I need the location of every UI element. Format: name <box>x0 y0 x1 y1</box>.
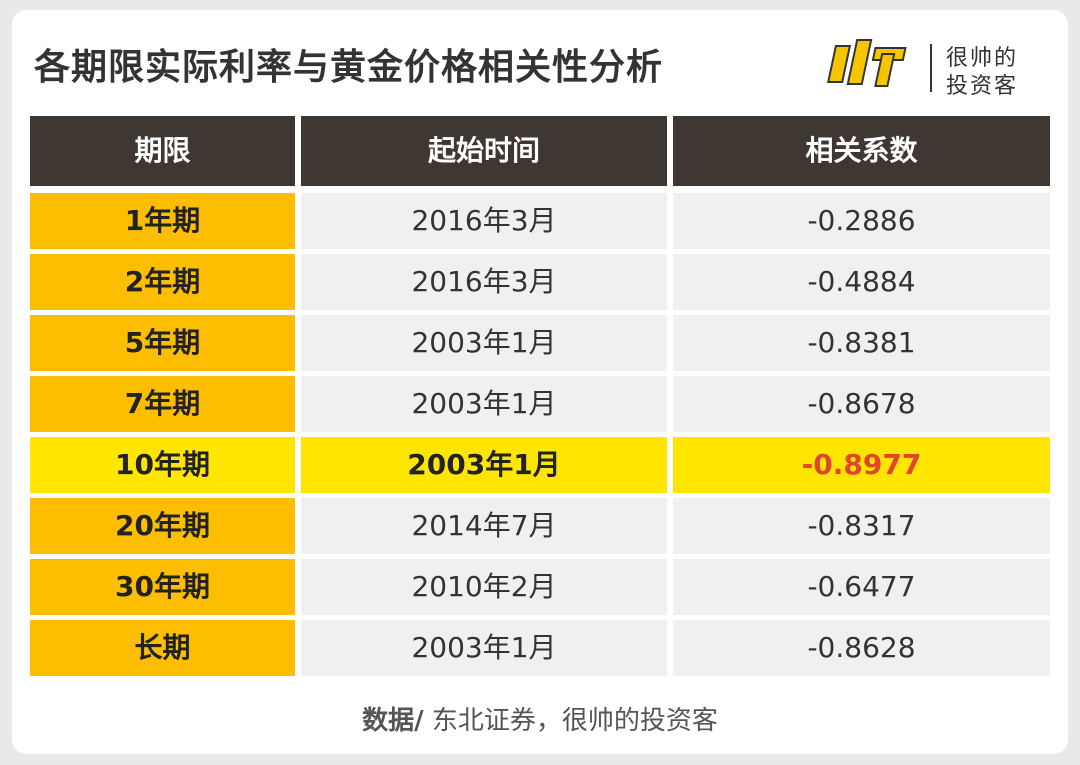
card: 各期限实际利率与黄金价格相关性分析 很帅的 投资客 期限 起始时间 相关系数 1… <box>12 10 1068 754</box>
cell-correlation: -0.8678 <box>673 376 1050 432</box>
cell-start-time: 2014年7月 <box>301 498 667 554</box>
table-row: 30年期 2010年2月 -0.6477 <box>30 559 1050 615</box>
cell-start-time: 2003年1月 <box>301 315 667 371</box>
cell-correlation: -0.8628 <box>673 620 1050 676</box>
table-row: 1年期 2016年3月 -0.2886 <box>30 193 1050 249</box>
header-correlation: 相关系数 <box>673 116 1050 186</box>
cell-correlation: -0.6477 <box>673 559 1050 615</box>
cell-period: 2年期 <box>30 254 295 310</box>
table-row: 5年期 2003年1月 -0.8381 <box>30 315 1050 371</box>
table-row: 10年期 2003年1月 -0.8977 <box>30 437 1050 493</box>
cell-correlation: -0.2886 <box>673 193 1050 249</box>
cell-period: 5年期 <box>30 315 295 371</box>
table-row: 2年期 2016年3月 -0.4884 <box>30 254 1050 310</box>
cell-period: 长期 <box>30 620 295 676</box>
cell-correlation: -0.4884 <box>673 254 1050 310</box>
brand-line-1: 很帅的 <box>946 46 1019 71</box>
cell-period: 30年期 <box>30 559 295 615</box>
page-title: 各期限实际利率与黄金价格相关性分析 <box>34 47 664 88</box>
brand: 很帅的 投资客 <box>822 32 1042 102</box>
brand-line-2: 投资客 <box>946 74 1019 99</box>
cell-period: 20年期 <box>30 498 295 554</box>
source-note: 数据/ 东北证券，很帅的投资客 <box>12 700 1068 737</box>
cell-correlation: -0.8977 <box>673 437 1050 493</box>
source-text: 东北证券，很帅的投资客 <box>423 706 718 736</box>
source-label: 数据/ <box>362 706 424 736</box>
cell-period: 10年期 <box>30 437 295 493</box>
header-start-time: 起始时间 <box>301 116 667 186</box>
cell-correlation: -0.8381 <box>673 315 1050 371</box>
table-row: 长期 2003年1月 -0.8628 <box>30 620 1050 676</box>
cell-start-time: 2003年1月 <box>301 376 667 432</box>
brand-logo-icon <box>827 39 907 87</box>
table-header: 期限 起始时间 相关系数 <box>30 116 1050 186</box>
cell-correlation: -0.8317 <box>673 498 1050 554</box>
table-row: 7年期 2003年1月 -0.8678 <box>30 376 1050 432</box>
cell-period: 7年期 <box>30 376 295 432</box>
cell-period: 1年期 <box>30 193 295 249</box>
cell-start-time: 2010年2月 <box>301 559 667 615</box>
cell-start-time: 2003年1月 <box>301 620 667 676</box>
table-row: 20年期 2014年7月 -0.8317 <box>30 498 1050 554</box>
cell-start-time: 2016年3月 <box>301 254 667 310</box>
header-period: 期限 <box>30 116 295 186</box>
brand-divider <box>930 44 932 92</box>
cell-start-time: 2003年1月 <box>301 437 667 493</box>
cell-start-time: 2016年3月 <box>301 193 667 249</box>
